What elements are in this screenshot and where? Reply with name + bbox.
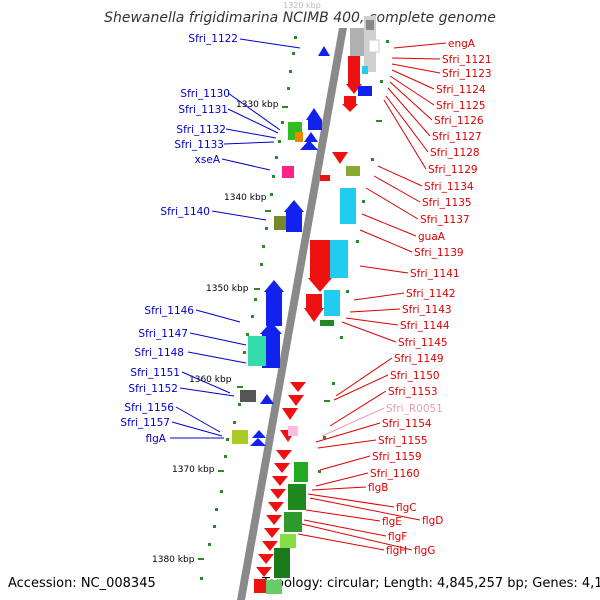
gene-label[interactable]: flgA	[146, 433, 167, 445]
gene-block	[288, 426, 298, 436]
gene-label[interactable]: Sfri_1126	[434, 115, 484, 127]
gene-label[interactable]: Sfri_1149	[394, 353, 444, 365]
gene-label[interactable]: Sfri_1123	[442, 68, 492, 80]
gene-label[interactable]: Sfri_1148	[134, 347, 184, 359]
gene-label[interactable]: Sfri_1150	[390, 370, 440, 382]
gene-label[interactable]: Sfri_1154	[382, 418, 432, 430]
gene-label[interactable]: Sfri_1143	[402, 304, 452, 316]
genome-backbone	[237, 28, 347, 600]
gene-label[interactable]: Sfri_1144	[400, 320, 450, 332]
kbp-label: 1350 kbp	[206, 284, 249, 294]
gene-label[interactable]: Sfri_1157	[120, 417, 170, 429]
kbp-label: 1340 kbp	[224, 193, 267, 203]
gene-label[interactable]: Sfri_1131	[178, 104, 228, 116]
gene-label[interactable]: flgE	[382, 516, 402, 528]
gene-label[interactable]: guaA	[418, 231, 446, 243]
gene-block	[232, 430, 248, 444]
gene-label[interactable]: Sfri_1147	[138, 328, 188, 340]
gene-label[interactable]: Sfri_1155	[378, 435, 428, 447]
gene-label[interactable]: Sfri_1142	[406, 288, 456, 300]
gene-label[interactable]: flgB	[368, 482, 388, 494]
gene-label[interactable]: Sfri_1125	[436, 100, 486, 112]
gene-label[interactable]: Sfri_1127	[432, 131, 482, 143]
gene-block	[295, 132, 303, 142]
gene-label[interactable]: Sfri_1130	[180, 88, 230, 100]
kbp-label: 1360 kbp	[189, 375, 232, 385]
kbp-label: 1370 kbp	[172, 465, 215, 475]
tick-track-left	[198, 36, 297, 580]
gene-label[interactable]: Sfri_1141	[410, 268, 460, 280]
gene-label[interactable]: Sfri_1140	[160, 206, 210, 218]
gene-label[interactable]: Sfri_1153	[388, 386, 438, 398]
gene-label[interactable]: flgG	[414, 545, 435, 557]
right-gene-labels: engA Sfri_1121 Sfri_1123 Sfri_1124 Sfri_…	[368, 38, 492, 557]
gene-label[interactable]: flgF	[388, 531, 407, 543]
gene-label[interactable]: Sfri_1134	[424, 181, 474, 193]
gene-label[interactable]: Sfri_1137	[420, 214, 470, 226]
left-gene-labels: Sfri_1122 Sfri_1130 Sfri_1131 Sfri_1132 …	[120, 33, 238, 445]
genome-summary: Topology: circular; Length: 4,845,257 bp…	[261, 576, 600, 591]
gene-label[interactable]: flgC	[396, 502, 417, 514]
gene-label[interactable]: xseA	[195, 154, 221, 166]
gene-label[interactable]: Sfri_1151	[130, 367, 180, 379]
gene-label[interactable]: Sfri_1145	[398, 337, 448, 349]
gene-label[interactable]: Sfri_1132	[176, 124, 226, 136]
gene-label-pseudo[interactable]: Sfri_R0051	[386, 403, 443, 415]
gene-label[interactable]: Sfri_1124	[436, 84, 486, 96]
gene-label[interactable]: Sfri_1135	[422, 197, 472, 209]
accession-text: Accession: NC_008345	[8, 576, 156, 591]
gene-label[interactable]: Sfri_1121	[442, 54, 492, 66]
gene-block	[282, 166, 294, 178]
gene-label[interactable]: flgD	[422, 515, 443, 527]
map-title: Shewanella frigidimarina NCIMB 400, comp…	[104, 10, 496, 26]
gene-label[interactable]: Sfri_1156	[124, 402, 174, 414]
gene-label[interactable]: Sfri_1159	[372, 451, 422, 463]
feature-strip-top	[350, 16, 380, 72]
gene-label[interactable]: Sfri_1129	[428, 164, 478, 176]
gene-label[interactable]: Sfri_1160	[370, 468, 420, 480]
kbp-label: 1330 kbp	[236, 100, 279, 110]
gene-label[interactable]: Sfri_1122	[188, 33, 238, 45]
leader-lines-right	[297, 42, 447, 551]
tick-track-right	[318, 40, 389, 473]
gene-label[interactable]: Sfri_1128	[430, 147, 480, 159]
kbp-scale: 1330 kbp 1340 kbp 1350 kbp 1360 kbp 1370…	[152, 100, 279, 565]
gene-label[interactable]: engA	[448, 38, 476, 50]
gene-features	[232, 46, 372, 594]
kbp-label: 1380 kbp	[152, 555, 195, 565]
leader-lines-left	[170, 38, 301, 439]
gene-label[interactable]: Sfri_1146	[144, 305, 194, 317]
gene-label[interactable]: Sfri_1139	[414, 247, 464, 259]
kbp-label-top-cut: 1320 kbp	[283, 1, 321, 10]
gene-label[interactable]: Sfri_1133	[174, 139, 224, 151]
gene-label[interactable]: Sfri_1152	[128, 383, 178, 395]
gene-label[interactable]: flgH	[386, 545, 407, 557]
gene-block	[248, 336, 266, 366]
